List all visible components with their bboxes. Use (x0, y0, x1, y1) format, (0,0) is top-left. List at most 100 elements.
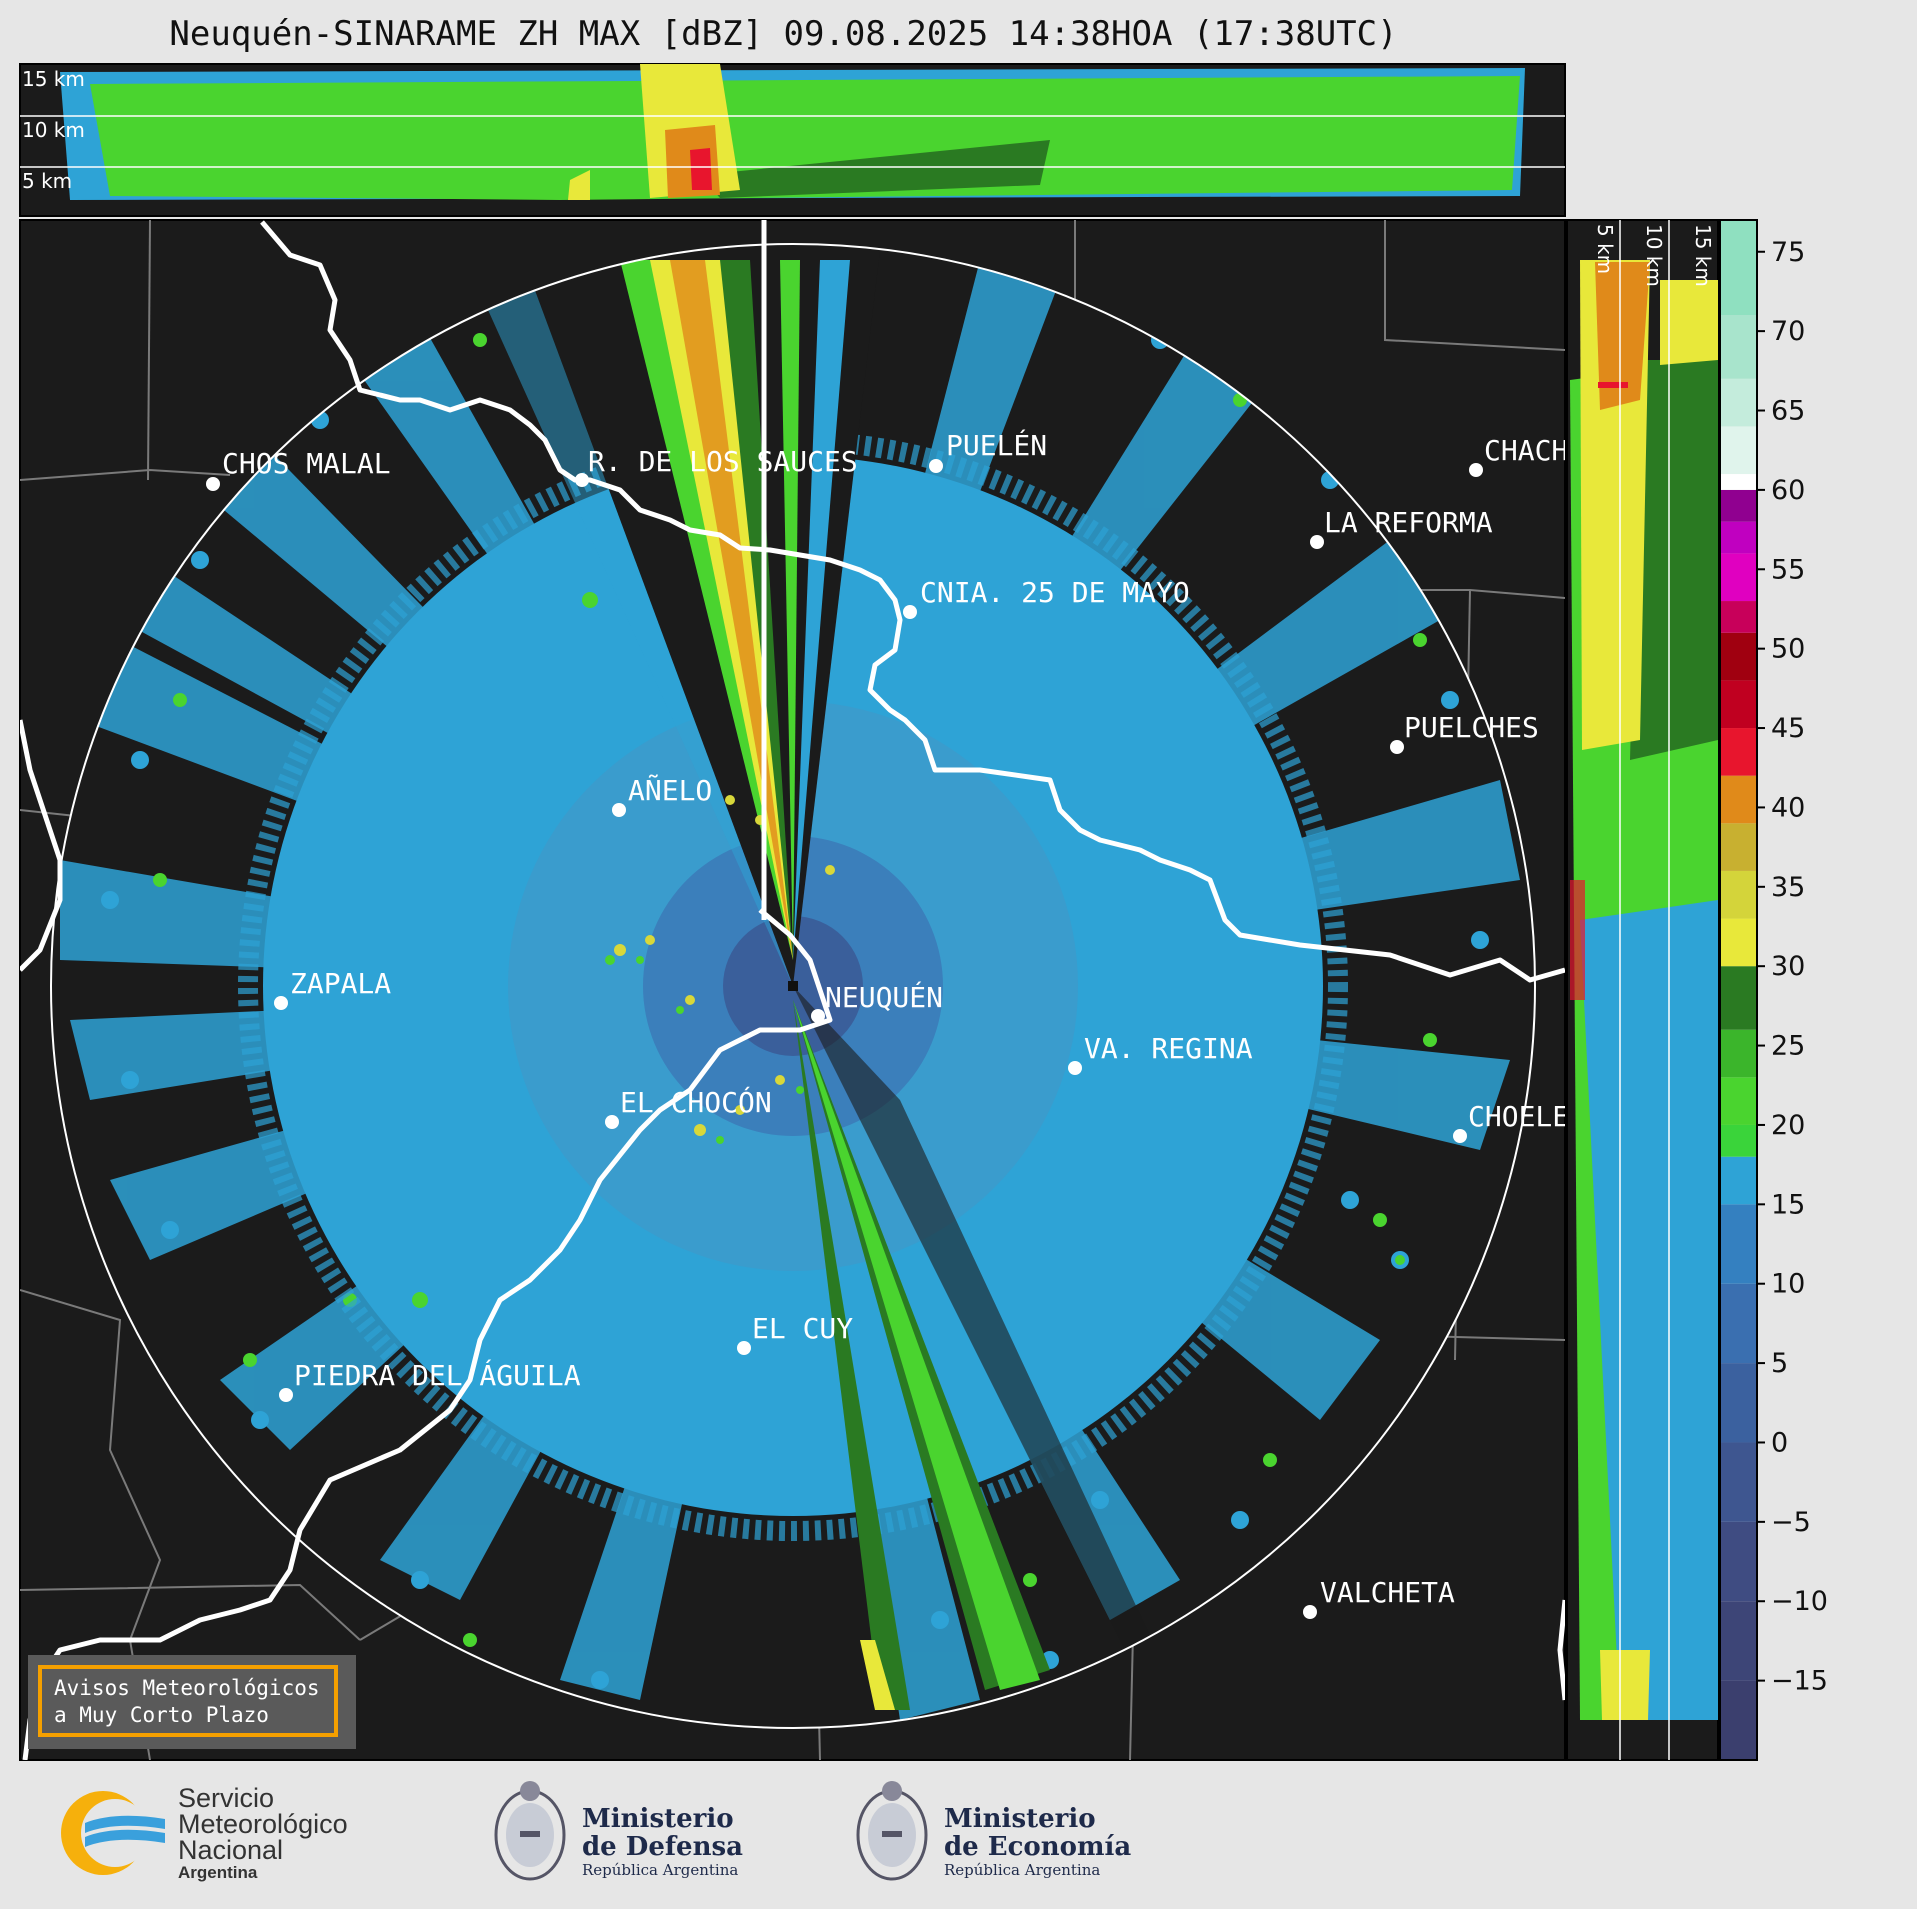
colorbar-tick-label: −10 (1771, 1586, 1828, 1617)
side-km-15: 15 km (1691, 224, 1715, 287)
radar-site-marker (788, 981, 798, 991)
colorbar-band (1720, 680, 1757, 729)
colorbar-tick-label: 50 (1771, 634, 1805, 665)
colorbar-tick-label: 5 (1771, 1348, 1788, 1379)
speckle-dots-green (153, 333, 1437, 1647)
economia-logo-text: Ministerio de Economía República Argenti… (944, 1805, 1131, 1879)
colorbar-tick-label: 15 (1771, 1189, 1805, 1220)
colorbar-band (1720, 553, 1757, 602)
city-dot-anelo (612, 803, 626, 817)
side-cross-section: 5 km 10 km 15 km (1566, 219, 1719, 1761)
colorbar-tick-label: 0 (1771, 1427, 1788, 1458)
colorbar-band (1720, 1156, 1757, 1205)
city-markers (206, 459, 1483, 1619)
top-km-5: 5 km (22, 169, 72, 193)
defensa-line2: de Defensa (582, 1832, 743, 1862)
colorbar-band (1720, 1680, 1757, 1760)
defensa-line1: Ministerio (582, 1804, 734, 1834)
colorbar-band (1720, 474, 1757, 490)
city-dot-va-regina (1068, 1061, 1082, 1075)
colorbar-band (1720, 728, 1757, 776)
city-label: CNIA. 25 DE MAYO (920, 576, 1190, 609)
colorbar-band (1720, 1077, 1757, 1125)
defensa-logo-text: Ministerio de Defensa República Argentin… (582, 1805, 743, 1879)
colorbar-tick-label: 70 (1771, 316, 1805, 347)
city-dot-el-chocon (605, 1115, 619, 1129)
radar-map: CHOS MALAL R. DE LOS SAUCES PUELÉN CHACH… (19, 219, 1569, 1761)
top-echo-green (90, 76, 1520, 200)
colorbar-band (1720, 315, 1757, 379)
colorbar-tick-label: −5 (1771, 1507, 1811, 1538)
colorbar-band (1720, 1124, 1757, 1157)
city-dot-puelen (929, 459, 943, 473)
city-label: AÑELO (628, 773, 712, 807)
colorbar-band (1720, 966, 1757, 1030)
colorbar-tick-label: 75 (1771, 237, 1805, 268)
economia-seal-icon (856, 1781, 928, 1881)
colorbar-tick-label: 40 (1771, 792, 1805, 823)
city-dot-chach (1469, 463, 1483, 477)
side-km-5: 5 km (1593, 224, 1617, 274)
smn-logo-text: Servicio Meteorológico Nacional Argentin… (178, 1785, 348, 1883)
warning-box[interactable]: Avisos Meteorológicos a Muy Corto Plazo (38, 1665, 338, 1737)
city-label: CHOS MALAL (222, 447, 391, 480)
top-echo-darkgreen (700, 140, 1050, 198)
city-label: EL CUY (752, 1312, 853, 1345)
smn-logo-icon (61, 1791, 165, 1875)
colorbar-tick-label: −15 (1771, 1666, 1828, 1697)
colorbar-band (1720, 1442, 1757, 1522)
city-label: PUELÉN (946, 428, 1047, 462)
map-title: Neuquén-SINARAME ZH MAX [dBZ] 09.08.2025… (169, 14, 1398, 54)
city-label: PUELCHES (1404, 711, 1539, 744)
city-dot-el-cuy (737, 1341, 751, 1355)
colorbar-band (1720, 601, 1757, 633)
smn-country: Argentina (178, 1863, 258, 1882)
warning-line-2: a Muy Corto Plazo (54, 1703, 269, 1727)
smn-line2: Meteorológico (178, 1809, 348, 1839)
colorbar-tick-label: 30 (1771, 951, 1805, 982)
side-echo-darkgreen (1630, 360, 1718, 760)
colorbar-band (1720, 426, 1757, 475)
smn-line3: Nacional (178, 1835, 284, 1865)
economia-sub: República Argentina (944, 1861, 1101, 1879)
city-dot-chos-malal (206, 477, 220, 491)
city-label: NEUQUÉN (825, 980, 943, 1014)
economia-line1: Ministerio (944, 1804, 1096, 1834)
city-label: CHOELE (1468, 1100, 1569, 1133)
top-echo-red (690, 148, 712, 190)
city-label: ZAPALA (290, 967, 391, 1000)
center-clutter (614, 795, 835, 1136)
warning-line-1: Avisos Meteorológicos (54, 1676, 320, 1700)
colorbar-tick-label: 55 (1771, 554, 1805, 585)
city-label: EL CHOCÓN (620, 1085, 772, 1119)
colorbar-band (1720, 378, 1757, 427)
colorbar-tick-label: 25 (1771, 1031, 1805, 1062)
colorbar-tick-label: 45 (1771, 713, 1805, 744)
colorbar-band (1720, 1363, 1757, 1443)
city-label: VALCHETA (1320, 1576, 1455, 1609)
smn-line1: Servicio (178, 1783, 275, 1813)
colorbar-band (1720, 1521, 1757, 1602)
colorbar-band (1720, 1601, 1757, 1681)
colorbar-band (1720, 220, 1757, 316)
side-km-10: 10 km (1642, 224, 1666, 287)
city-dot-piedra-del-aguila (279, 1388, 293, 1402)
colorbar-band (1720, 1204, 1757, 1284)
streak-yellow-n (650, 260, 793, 960)
top-km-10: 10 km (22, 118, 85, 142)
colorbar-tick-label: 65 (1771, 396, 1805, 427)
city-dot-cnia-25-de-mayo (903, 605, 917, 619)
colorbar-band (1720, 870, 1757, 919)
colorbar-tick-label: 60 (1771, 475, 1805, 506)
rivers (20, 220, 1565, 1760)
colorbar-tick-label: 35 (1771, 872, 1805, 903)
city-label: PIEDRA DEL ÁGUILA (294, 1358, 581, 1392)
defensa-seal-icon (494, 1781, 566, 1881)
city-dot-la-reforma (1310, 535, 1324, 549)
defensa-sub: República Argentina (582, 1861, 739, 1879)
colorbar-band (1720, 521, 1757, 554)
colorbar-band (1720, 1283, 1757, 1364)
